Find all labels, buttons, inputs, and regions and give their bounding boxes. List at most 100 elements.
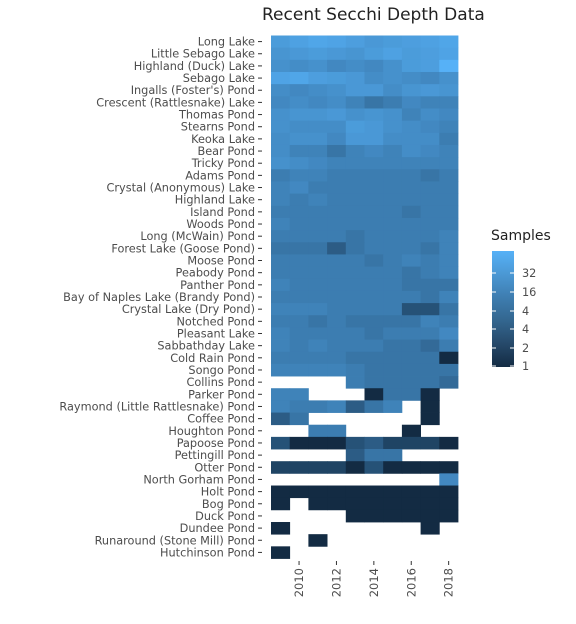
heatmap-cell xyxy=(420,230,440,243)
heatmap-cell xyxy=(345,461,365,474)
y-tick-label: Hutchinson Pond xyxy=(160,546,255,559)
heatmap-cell xyxy=(271,120,291,134)
heatmap-cell xyxy=(345,327,365,340)
heatmap-cell xyxy=(401,363,421,377)
heatmap-cell xyxy=(308,424,328,438)
legend-label: 32 xyxy=(522,267,536,280)
heatmap-cell xyxy=(271,59,291,73)
heatmap-cell xyxy=(383,278,403,292)
x-tick-label: 2012 xyxy=(329,568,343,597)
heatmap-cell xyxy=(364,509,384,523)
heatmap-cell xyxy=(364,230,384,243)
heatmap-cell xyxy=(364,47,384,61)
heatmap-cell xyxy=(401,303,421,316)
heatmap-cell xyxy=(271,315,291,328)
y-tick-label: Sebago Lake xyxy=(183,72,255,85)
heatmap-cell xyxy=(364,254,384,267)
heatmap-cell xyxy=(271,71,291,85)
heatmap-cell xyxy=(271,436,291,450)
heatmap-cell xyxy=(289,266,309,280)
heatmap-cell xyxy=(345,181,365,195)
y-tick-label: Parker Pond xyxy=(188,388,255,401)
heatmap-cell xyxy=(289,339,309,353)
y-tick-label: Cold Rain Pond xyxy=(170,352,255,365)
heatmap-cell xyxy=(383,59,403,73)
heatmap-cell xyxy=(308,47,328,61)
heatmap-cell xyxy=(364,388,384,401)
heatmap-cell xyxy=(439,217,459,231)
y-tick-label: North Gorham Pond xyxy=(143,473,255,486)
heatmap-cell xyxy=(420,84,440,97)
heatmap-cell xyxy=(364,157,384,170)
heatmap-cell xyxy=(420,461,440,474)
heatmap-cell xyxy=(308,144,328,158)
heatmap-cell xyxy=(420,509,440,523)
heatmap-cell xyxy=(439,315,459,328)
heatmap-cell xyxy=(401,327,421,340)
heatmap-cell xyxy=(345,71,365,85)
heatmap-cell xyxy=(401,266,421,280)
heatmap-cell xyxy=(308,181,328,195)
heatmap-cell xyxy=(308,254,328,267)
heatmap-cell xyxy=(383,181,403,195)
heatmap-cell xyxy=(345,193,365,207)
heatmap-cell xyxy=(327,144,347,158)
heatmap-cell xyxy=(271,339,291,353)
heatmap-cell xyxy=(383,436,403,450)
heatmap-cell xyxy=(401,169,421,182)
heatmap-cell xyxy=(289,217,309,231)
heatmap-cell xyxy=(420,266,440,280)
heatmap-cell xyxy=(271,351,291,365)
y-tick-label: Raymond (Little Rattlesnake) Pond xyxy=(59,400,255,413)
heatmap-cell xyxy=(271,205,291,219)
y-tick-label: Adams Pond xyxy=(185,169,255,182)
heatmap-cell xyxy=(345,35,365,49)
heatmap-cell xyxy=(383,217,403,231)
heatmap-cell xyxy=(308,278,328,292)
heatmap-cell xyxy=(364,363,384,377)
heatmap-cell xyxy=(345,96,365,109)
heatmap-cell xyxy=(345,47,365,61)
heatmap-cell xyxy=(401,59,421,73)
heatmap-cell xyxy=(271,144,291,158)
heatmap-cell xyxy=(383,509,403,523)
heatmap-cell xyxy=(327,424,347,438)
heatmap-cell xyxy=(289,303,309,316)
heatmap-cell xyxy=(327,254,347,267)
heatmap-cell xyxy=(420,169,440,182)
y-tick-label: Pettingill Pond xyxy=(175,449,255,462)
heatmap-cell xyxy=(308,400,328,413)
heatmap-cell xyxy=(364,290,384,304)
heatmap-cell xyxy=(383,169,403,182)
heatmap-cell xyxy=(439,254,459,267)
heatmap-cell xyxy=(364,181,384,195)
heatmap-cell xyxy=(327,35,347,49)
heatmap-cell xyxy=(383,449,403,462)
heatmap-cell xyxy=(327,181,347,195)
y-tick-label: Long (McWain) Pond xyxy=(140,230,255,243)
heatmap-cell xyxy=(271,497,291,511)
heatmap-cell xyxy=(383,266,403,280)
heatmap-cell xyxy=(383,388,403,401)
heatmap-cell xyxy=(439,473,459,486)
heatmap-cell xyxy=(364,120,384,134)
y-tick-label: Coffee Pond xyxy=(187,413,255,426)
heatmap-cell xyxy=(327,230,347,243)
heatmap-cell xyxy=(308,485,328,499)
heatmap-cell xyxy=(308,497,328,511)
heatmap-cell xyxy=(271,35,291,49)
heatmap-cell xyxy=(383,108,403,122)
heatmap-cell xyxy=(364,449,384,462)
heatmap-cell xyxy=(289,254,309,267)
heatmap-cell xyxy=(345,242,365,255)
x-tick-label: 2010 xyxy=(292,568,306,597)
heatmap-cell xyxy=(439,169,459,182)
heatmap-cell xyxy=(271,217,291,231)
heatmap-cell xyxy=(420,351,440,365)
y-tick-label: Sabbathday Lake xyxy=(157,340,255,353)
heatmap-cell xyxy=(345,363,365,377)
heatmap-cell xyxy=(308,461,328,474)
heatmap-cell xyxy=(420,388,440,401)
heatmap-cell xyxy=(364,266,384,280)
heatmap-cell xyxy=(383,351,403,365)
